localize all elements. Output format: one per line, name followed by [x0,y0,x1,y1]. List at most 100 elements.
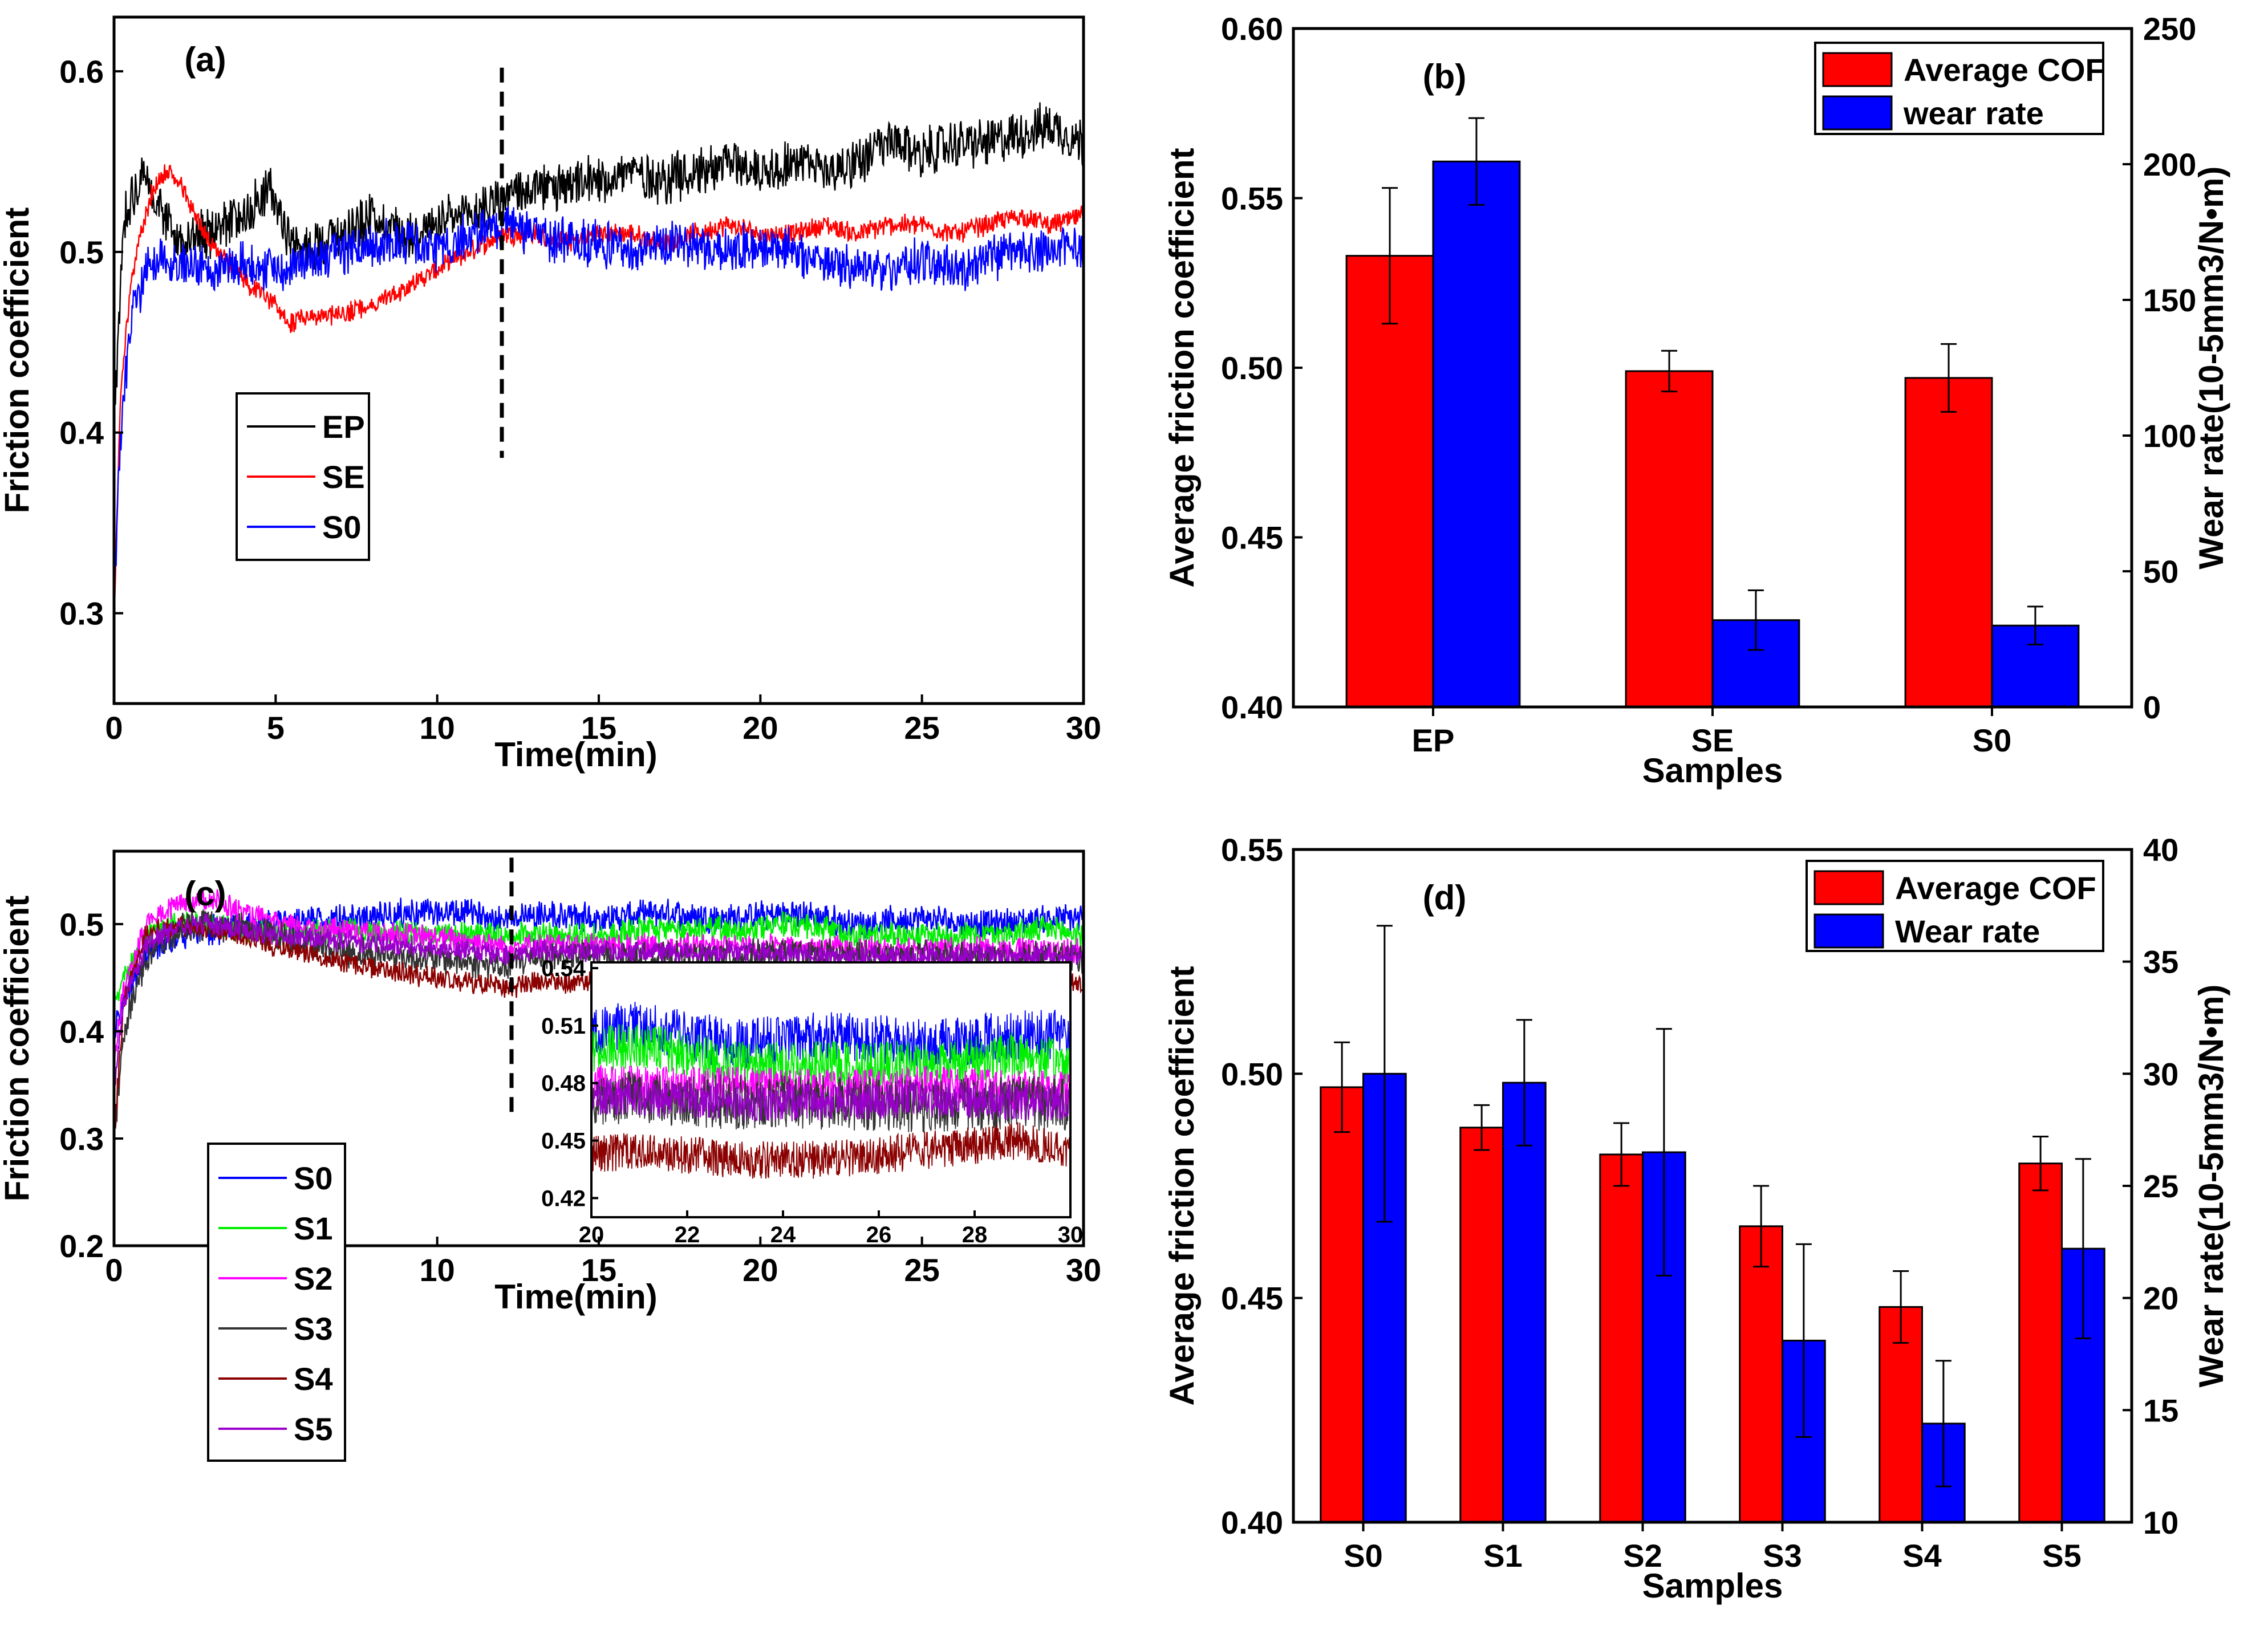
legend-swatch-wear-rate [1813,913,1884,949]
y-tick-label: 0.50 [1221,350,1283,386]
x-tick-label: 25 [904,710,940,746]
bar-average-cof-s0 [1320,1086,1364,1523]
x-tick-label: 30 [1066,1252,1101,1288]
x-tick-label: 20 [743,710,778,746]
x-tick-label: 10 [420,710,455,746]
y-right-axis-title: Wear rate(10-5mm3/N•m) [2192,166,2230,570]
legend-label-s3: S3 [294,1311,333,1347]
series-s0-line [113,206,1085,603]
legend-label-average-cof: Average COF [1895,870,2096,906]
plot-frame [112,15,1085,705]
x-tick-label: SE [1691,722,1734,758]
panel-label: (a) [184,40,226,79]
x-tick-label: 15 [581,710,616,746]
legend-box [207,1143,346,1462]
panel-d-average-cof-and-wear-bars: S0 S1 S2 S3 S4 S5 0.40 0.45 0.50 0.55 10 15 20 25 30 35… [1163,832,2230,1605]
inset-frame [590,961,1072,1218]
panel-b-average-cof-and-wear-bars: EP SE S0 0.40 0.45 0.50 0.55 0.60 0 50 100 150 200 25… [1163,11,2230,790]
series-s5-line [113,913,1085,1091]
x-tick-label: 30 [1066,710,1101,746]
inset-y-tick-label: 0.54 [541,956,586,981]
x-tick-label: 0 [105,1252,123,1288]
y-tick-label: 0.45 [1221,520,1283,556]
panel-a-friction-vs-time: 0 5 10 15 20 25 30 0.3 0.4 0.5 0.6 Time(min) Frictio… [0,15,1101,774]
bar-average-cof-s0 [1904,377,1993,708]
legend-label-s4: S4 [294,1361,333,1397]
bar-average-cof-s5 [2018,1162,2063,1523]
series-ep-line [113,102,1085,428]
legend-label-ep: EP [322,409,365,445]
y-right-tick-label: 150 [2143,282,2196,318]
y-axis-title: Average friction coefficient [1163,148,1201,587]
inset-x-tick-label: 28 [962,1222,988,1247]
y-right-tick-label: 35 [2143,944,2178,980]
y-tick-label: 0.55 [1221,832,1283,868]
inset-y-tick-label: 0.42 [541,1186,586,1211]
y-right-tick-label: 200 [2143,147,2196,182]
y-tick-label: 0.4 [59,1014,104,1050]
y-tick-label: 0.55 [1221,181,1283,217]
legend-label-se: SE [322,459,365,495]
x-axis-title: Time(min) [494,735,658,774]
bar-average-cof-se [1625,370,1714,708]
x-tick-label: 0 [105,710,123,746]
legend-swatch-wear-rate [1822,95,1893,131]
y-axis-title: Friction coefficient [0,208,36,514]
x-tick-label: 15 [581,1252,616,1288]
legend-label-s0: S0 [322,509,362,545]
inset-y-tick-label: 0.45 [541,1129,586,1154]
x-tick-label: S0 [1973,722,2012,758]
legend-label-average-cof: Average COF [1904,52,2105,88]
x-tick-label: 10 [420,1252,455,1288]
legend-label-s0: S0 [294,1160,333,1196]
inset-x-tick-label: 24 [770,1222,796,1247]
y-axis-title: Average friction coefficient [1163,966,1201,1405]
inset-x-tick-label: 26 [866,1222,892,1247]
legend-label-wear-rate: wear rate [1903,95,2044,131]
y-tick-label: 0.3 [59,596,104,632]
legend-swatch-average-cof [1822,52,1893,87]
x-tick-label: S4 [1902,1538,1942,1574]
x-tick-label: S2 [1623,1538,1662,1574]
inset-series-s4-line [591,1122,1071,1179]
x-tick-label: S5 [2042,1538,2082,1574]
legend-label-wear-rate: Wear rate [1895,913,2040,949]
inset-x-tick-label: 22 [675,1222,700,1247]
bar-wear-rate-s1 [1502,1082,1547,1523]
y-tick-label: 0.50 [1221,1056,1283,1092]
x-axis-title: Samples [1642,751,1783,790]
y-right-tick-label: 40 [2143,832,2178,868]
y-tick-label: 0.45 [1221,1281,1283,1316]
y-right-tick-label: 10 [2143,1505,2178,1540]
y-axis-title: Friction coefficient [0,896,36,1202]
x-tick-label: S0 [1344,1538,1383,1574]
y-right-tick-label: 30 [2143,1056,2178,1092]
panel-label: (c) [184,875,226,913]
x-tick-label: EP [1412,722,1455,758]
y-right-axis-title: Wear rate(10-5mm3/N•m) [2192,985,2230,1388]
y-tick-label: 0.2 [59,1228,104,1264]
x-tick-label: 20 [743,1252,778,1288]
inset-y-tick-label: 0.51 [541,1014,586,1039]
inset-x-tick-label: 20 [579,1222,604,1247]
inset-x-tick-label: 30 [1058,1222,1084,1247]
y-right-tick-label: 100 [2143,418,2196,454]
series-s1-line [113,909,1085,1002]
y-tick-label: 0.5 [59,907,104,942]
legend-label-s2: S2 [294,1261,333,1296]
x-tick-label: 5 [267,710,285,746]
inset-y-tick-label: 0.48 [541,1071,586,1096]
x-tick-label: S1 [1483,1538,1523,1574]
inset-series-s5-line [591,1078,1071,1123]
y-tick-label: 0.40 [1221,1505,1283,1540]
y-right-tick-label: 50 [2143,554,2178,590]
y-right-tick-label: 250 [2143,11,2196,47]
y-right-tick-label: 25 [2143,1168,2178,1204]
y-tick-label: 0.4 [59,415,104,451]
legend-swatch-average-cof [1813,870,1884,905]
legend-label-s5: S5 [294,1411,333,1447]
panel-label: (d) [1423,879,1467,917]
x-axis-title: Time(min) [494,1278,658,1316]
legend-label-s1: S1 [294,1210,333,1246]
bar-average-cof-s1 [1459,1127,1504,1523]
